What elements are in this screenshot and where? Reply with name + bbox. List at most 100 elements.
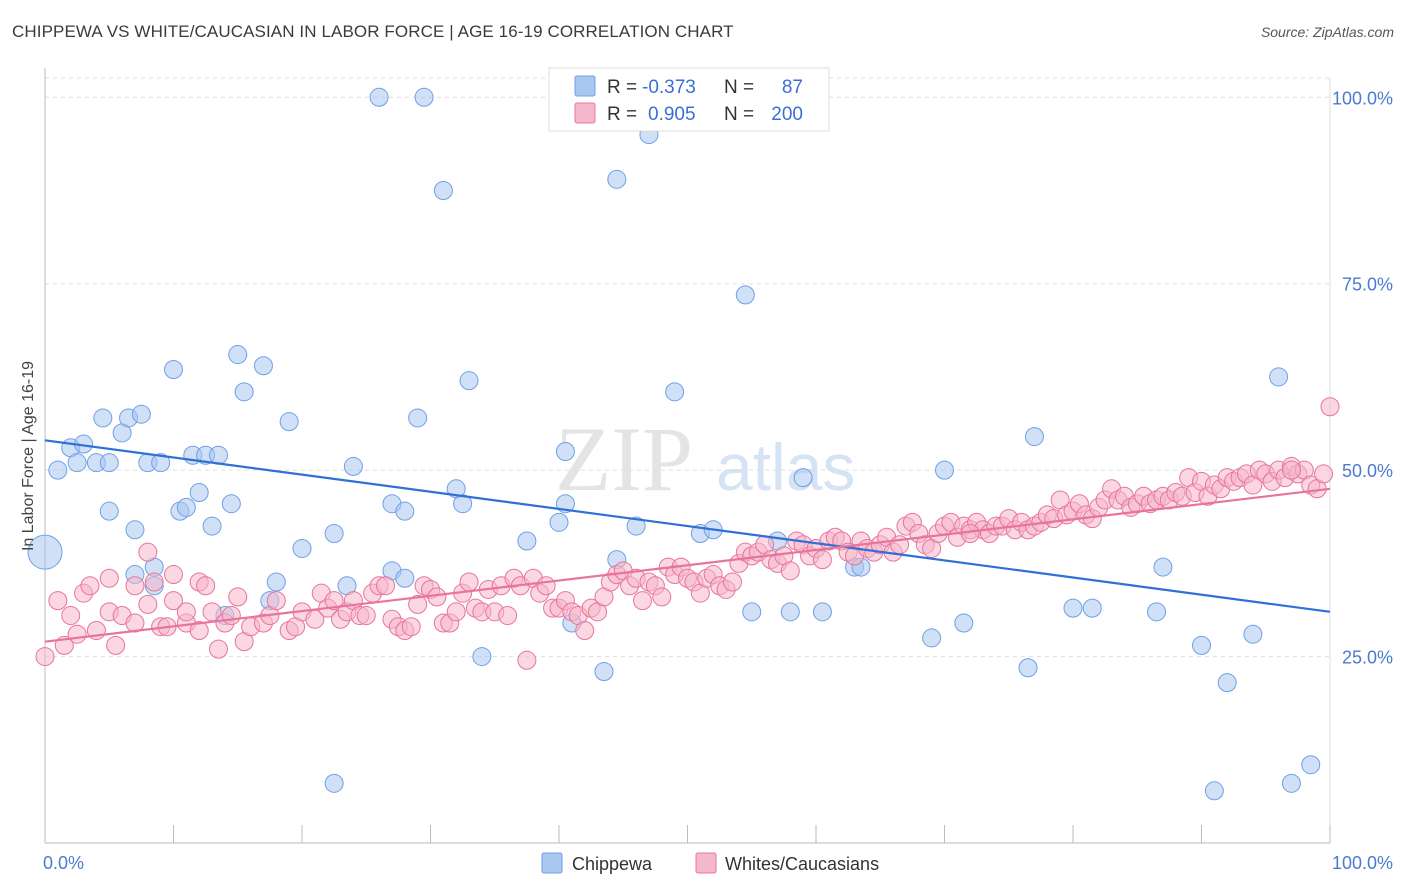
y-tick-label-100: 100.0% — [1332, 88, 1393, 108]
legend-n-label-2: N = — [724, 104, 754, 125]
point-s1-27 — [208, 639, 228, 659]
point-s0-0 — [27, 534, 63, 570]
legend-top: R = -0.373 N = 87 R = 0.905 N = 200 — [548, 67, 830, 132]
legend-bottom-label-whites: Whites/Caucasians — [725, 854, 879, 874]
legend-swatch-chippewa — [574, 75, 596, 97]
legend-r-label-1: R = — [607, 77, 637, 98]
y-tick-label-25: 25.0% — [1342, 648, 1393, 668]
point-s1-20 — [164, 565, 183, 585]
point-s0-64 — [735, 285, 755, 305]
point-s0-81 — [1192, 635, 1211, 655]
legend-n-value-2: 200 — [771, 104, 803, 125]
legend-swatch-whites — [574, 102, 596, 124]
point-s0-50 — [472, 647, 492, 667]
point-s0-45 — [414, 87, 434, 107]
point-s1-93 — [652, 587, 672, 607]
point-s0-83 — [1217, 673, 1237, 693]
y-axis-title: In Labor Force | Age 16-19 — [20, 361, 37, 551]
legend-r-label-2: R = — [607, 104, 637, 125]
point-s0-52 — [549, 512, 569, 532]
point-s0-46 — [433, 181, 453, 200]
point-s0-18 — [164, 359, 183, 379]
point-s0-1 — [48, 460, 68, 480]
point-s1-61 — [446, 602, 466, 622]
point-s0-79 — [1147, 602, 1167, 622]
point-s0-35 — [324, 773, 344, 793]
point-s0-24 — [202, 516, 222, 536]
axes: 25.0% 50.0% 75.0% 100.0% — [44, 68, 1393, 844]
point-s1-10 — [106, 635, 126, 655]
point-s1-196 — [1314, 464, 1334, 484]
point-s0-8 — [99, 501, 119, 521]
point-s0-69 — [812, 602, 832, 622]
chart-title: CHIPPEWA VS WHITE/CAUCASIAN IN LABOR FOR… — [12, 22, 734, 41]
legend-r-value-2: 0.905 — [648, 104, 696, 125]
source-label: Source: ZipAtlas.com — [1260, 24, 1394, 40]
point-s1-113 — [780, 561, 800, 581]
point-s0-30 — [253, 356, 273, 376]
point-s1-69 — [498, 606, 518, 626]
point-s1-3 — [61, 606, 81, 626]
point-s0-6 — [93, 408, 113, 428]
point-s0-29 — [234, 382, 254, 402]
point-s0-85 — [1269, 367, 1289, 387]
point-s0-13 — [131, 404, 151, 424]
point-s0-42 — [395, 568, 415, 588]
point-s0-78 — [1082, 598, 1102, 618]
y-tick-label-75: 75.0% — [1342, 275, 1393, 295]
point-s1-15 — [138, 594, 158, 614]
point-s1-4 — [67, 624, 87, 644]
point-s0-17 — [151, 453, 171, 473]
legend-bottom-swatch-chippewa — [541, 852, 563, 874]
point-s0-84 — [1243, 624, 1263, 644]
watermark-atlas: atlas — [716, 430, 855, 504]
point-s1-35 — [266, 591, 286, 611]
y-tick-label-50: 50.0% — [1342, 461, 1393, 481]
point-s0-38 — [343, 456, 363, 476]
legend-bottom-swatch-whites — [695, 852, 717, 874]
point-s0-20 — [176, 497, 196, 517]
legend-bottom-label-chippewa: Chippewa — [572, 854, 653, 874]
point-s1-6 — [80, 576, 100, 596]
point-s0-49 — [459, 371, 479, 391]
point-s1-8 — [99, 568, 119, 588]
point-s0-27 — [221, 494, 241, 514]
legend-top-box — [548, 67, 830, 132]
legend-n-value-1: 87 — [782, 77, 803, 98]
point-s1-14 — [138, 542, 158, 562]
point-s0-33 — [279, 412, 299, 432]
point-s1-23 — [189, 620, 209, 640]
watermark-zip: ZIP — [555, 408, 693, 510]
point-s1-197 — [1320, 397, 1340, 417]
point-s1-104 — [722, 572, 742, 592]
point-s0-65 — [742, 602, 762, 622]
point-s0-56 — [594, 661, 614, 681]
point-s0-61 — [665, 382, 685, 402]
point-s0-68 — [793, 468, 813, 488]
point-s0-3 — [67, 453, 87, 473]
point-s0-67 — [780, 602, 800, 622]
series-layer — [27, 87, 1340, 801]
point-s1-12 — [125, 576, 145, 596]
point-s0-43 — [395, 501, 415, 521]
point-s1-75 — [536, 576, 556, 596]
point-s0-48 — [453, 494, 473, 514]
point-s0-12 — [125, 520, 145, 540]
point-s0-44 — [408, 408, 428, 428]
point-s0-53 — [555, 442, 575, 461]
legend-r-value-1: -0.373 — [642, 77, 696, 98]
point-s1-16 — [144, 572, 164, 592]
point-s0-82 — [1204, 781, 1224, 801]
legend-n-label-1: N = — [724, 77, 754, 98]
point-s0-34 — [292, 538, 312, 558]
point-s0-59 — [626, 516, 646, 536]
point-s1-1 — [48, 591, 68, 611]
point-s1-198 — [1281, 460, 1301, 480]
point-s1-199 — [960, 524, 980, 544]
x-tick-label-min: 0.0% — [43, 853, 84, 873]
point-s1-55 — [408, 594, 428, 614]
point-s0-87 — [1301, 755, 1321, 775]
point-s1-29 — [221, 606, 241, 626]
point-s0-76 — [1024, 427, 1044, 447]
